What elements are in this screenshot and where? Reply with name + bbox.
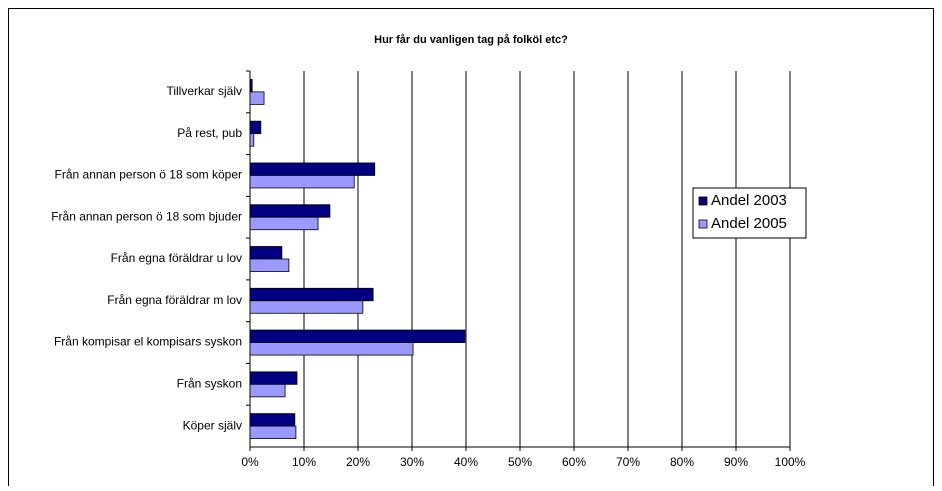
y-tick-label: Från kompisar el kompisars syskon [54, 335, 242, 349]
x-tick-label: 0% [241, 455, 259, 469]
bar [249, 258, 290, 272]
x-tick-label: 20% [346, 455, 370, 469]
x-tick-label: 60% [562, 455, 586, 469]
x-tick-label: 70% [616, 455, 640, 469]
bar [249, 246, 283, 260]
bar [249, 78, 253, 93]
x-tick-label: 80% [670, 455, 694, 469]
bar [249, 175, 355, 189]
legend-label: Andel 2003 [711, 192, 787, 209]
bar [249, 133, 255, 147]
bar [249, 162, 376, 176]
bar [249, 413, 296, 427]
bar [249, 216, 319, 231]
x-tick-label: 30% [400, 455, 424, 469]
bar [249, 371, 298, 385]
legend-label: Andel 2005 [711, 215, 787, 232]
bar [249, 91, 265, 105]
legend-box [692, 187, 807, 239]
x-tick-label: 10% [292, 455, 316, 469]
x-tick-label: 90% [724, 455, 748, 469]
y-tick-label: Från annan person ö 18 som bjuder [51, 209, 242, 223]
bar [249, 342, 414, 356]
x-tick-label: 100% [775, 455, 806, 469]
y-tick-label: Tillverkar själv [166, 84, 242, 98]
bar [249, 204, 331, 218]
y-tick-label: Köper själv [183, 418, 242, 432]
bar [249, 383, 286, 398]
legend-swatch [698, 196, 708, 206]
chart-title: Hur får du vanligen tag på folköl etc? [374, 34, 568, 46]
bar [249, 300, 364, 314]
y-tick-label: Från annan person ö 18 som köper [55, 168, 242, 182]
x-tick-label: 40% [454, 455, 478, 469]
bar [249, 329, 466, 343]
y-tick-label: Från egna föräldrar u lov [111, 251, 242, 265]
y-tick-label: Från egna föräldrar m lov [107, 293, 242, 307]
x-tick-label: 50% [508, 455, 532, 469]
legend-swatch [698, 219, 708, 229]
y-tick-label: På rest, pub [177, 126, 242, 140]
frame [8, 8, 934, 486]
y-tick-label: Från syskon [177, 377, 242, 391]
bar [249, 425, 297, 440]
bar [249, 120, 262, 135]
bar [249, 287, 374, 302]
